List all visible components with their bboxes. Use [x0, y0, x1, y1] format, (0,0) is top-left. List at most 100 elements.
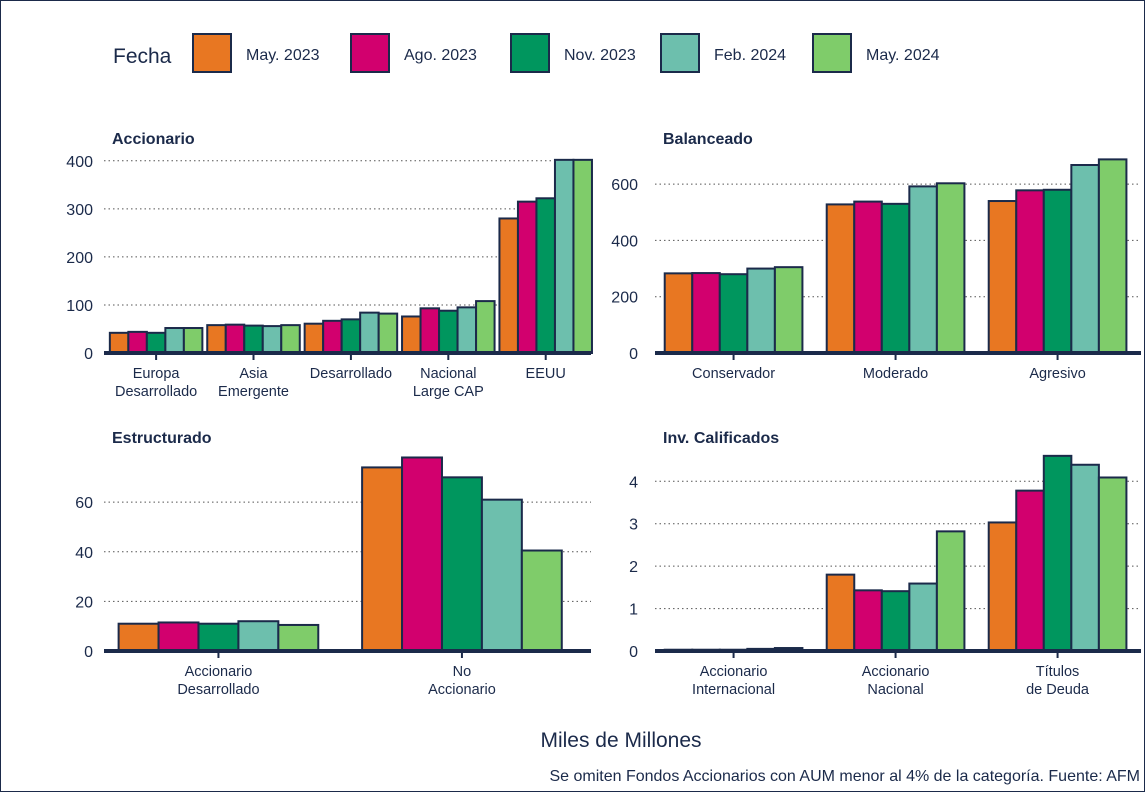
- bar: [1042, 188, 1073, 354]
- bar: [237, 620, 280, 652]
- x-axis-title: Miles de Millones: [540, 729, 701, 752]
- legend-label-5: May. 2024: [866, 47, 940, 64]
- bar: [438, 309, 459, 354]
- x-tick-label: Europa: [133, 366, 181, 382]
- y-tick-label: 200: [611, 290, 638, 307]
- legend-title: Fecha: [113, 45, 172, 68]
- bar: [419, 307, 441, 355]
- x-tick-label: Nacional: [420, 366, 476, 382]
- bar: [361, 466, 404, 652]
- x-tick-label: Títulos: [1036, 664, 1080, 680]
- panel-title: Inv. Calificados: [663, 430, 779, 447]
- bar: [197, 622, 240, 653]
- bar: [520, 549, 563, 652]
- bar: [117, 622, 160, 653]
- x-tick-label: Agresivo: [1029, 366, 1085, 382]
- y-tick-label: 400: [611, 233, 638, 250]
- x-tick-label: EEUU: [526, 366, 566, 382]
- y-tick-label: 300: [66, 202, 93, 219]
- bar: [535, 197, 556, 354]
- bar: [157, 621, 200, 653]
- bar: [572, 158, 593, 354]
- x-tick-label: de Deuda: [1026, 682, 1090, 698]
- bar: [303, 322, 325, 355]
- bar: [1070, 164, 1100, 354]
- bar: [987, 521, 1018, 652]
- bar: [1097, 158, 1128, 354]
- legend-label-2: Ago. 2023: [404, 47, 477, 64]
- panel-4: Inv. Calificados 0 1 2 3 4 Accionario Internaci…: [629, 430, 1141, 698]
- x-tick-label: Accionario: [862, 664, 930, 680]
- x-tick-label: Accionario: [428, 682, 496, 698]
- panel-title: Estructurado: [112, 430, 212, 447]
- y-tick-label: 3: [629, 517, 638, 534]
- panel-title: Balanceado: [663, 131, 753, 148]
- legend-label-3: Nov. 2023: [564, 47, 636, 64]
- bar: [880, 202, 911, 354]
- bar: [1015, 189, 1045, 354]
- x-tick-label: Internacional: [692, 682, 775, 698]
- bar: [825, 573, 856, 652]
- bar: [261, 325, 283, 354]
- bar: [1070, 463, 1100, 652]
- bar: [127, 330, 148, 355]
- bar: [553, 158, 575, 354]
- bar: [145, 331, 167, 355]
- legend-label-1: May. 2023: [246, 47, 320, 64]
- x-tick-label: Moderado: [863, 366, 928, 382]
- bar: [935, 530, 966, 653]
- y-tick-label: 4: [629, 474, 638, 491]
- bar: [853, 200, 883, 354]
- bar: [401, 456, 443, 652]
- bar: [773, 266, 804, 354]
- bar: [987, 200, 1018, 354]
- legend-swatch-4: [660, 33, 700, 73]
- bar: [718, 273, 749, 355]
- bar: [475, 300, 496, 355]
- bar: [280, 324, 301, 355]
- bar: [401, 315, 422, 355]
- bar: [880, 590, 911, 653]
- y-tick-label: 60: [75, 495, 93, 512]
- bar: [516, 200, 538, 354]
- bar: [456, 306, 478, 355]
- y-tick-label: 0: [84, 644, 93, 661]
- bar: [935, 182, 966, 354]
- legend-swatch-3: [510, 33, 550, 73]
- y-tick-label: 400: [66, 154, 93, 171]
- bar: [377, 312, 399, 355]
- y-tick-label: 200: [66, 250, 93, 267]
- bar: [480, 498, 523, 652]
- x-tick-label: Asia: [239, 366, 268, 382]
- y-tick-label: 0: [629, 644, 638, 661]
- y-tick-label: 100: [66, 298, 93, 315]
- bar: [1042, 454, 1073, 652]
- bar: [440, 476, 483, 652]
- y-tick-label: 0: [84, 346, 93, 363]
- x-tick-label: Desarrollado: [115, 384, 197, 400]
- x-tick-label: Accionario: [700, 664, 768, 680]
- bar: [108, 331, 130, 355]
- bar: [322, 319, 343, 354]
- x-tick-label: Conservador: [692, 366, 775, 382]
- bar: [663, 272, 694, 354]
- x-tick-label: No: [453, 664, 472, 680]
- bar: [691, 272, 721, 354]
- chart-panels: Accionario0100200300400EuropaDesarrollad…: [66, 131, 1141, 698]
- y-tick-label: 40: [75, 545, 93, 562]
- x-tick-label: Nacional: [867, 682, 923, 698]
- bar: [206, 324, 227, 355]
- legend-swatch-2: [350, 33, 390, 73]
- x-tick-label: Large CAP: [413, 384, 484, 400]
- bar: [243, 324, 264, 354]
- panel-2: Balanceado 0 200 400 600 Conservador Moderado A…: [611, 131, 1141, 382]
- legend-swatch-1: [192, 33, 232, 73]
- y-tick-label: 2: [629, 559, 638, 576]
- bar: [340, 318, 362, 354]
- bar: [1097, 476, 1128, 653]
- bar: [853, 589, 883, 652]
- bar: [224, 323, 246, 354]
- bar: [182, 327, 204, 355]
- panel-1: Accionario 0 100 200 300 400 Europa Desarrollad…: [66, 131, 593, 400]
